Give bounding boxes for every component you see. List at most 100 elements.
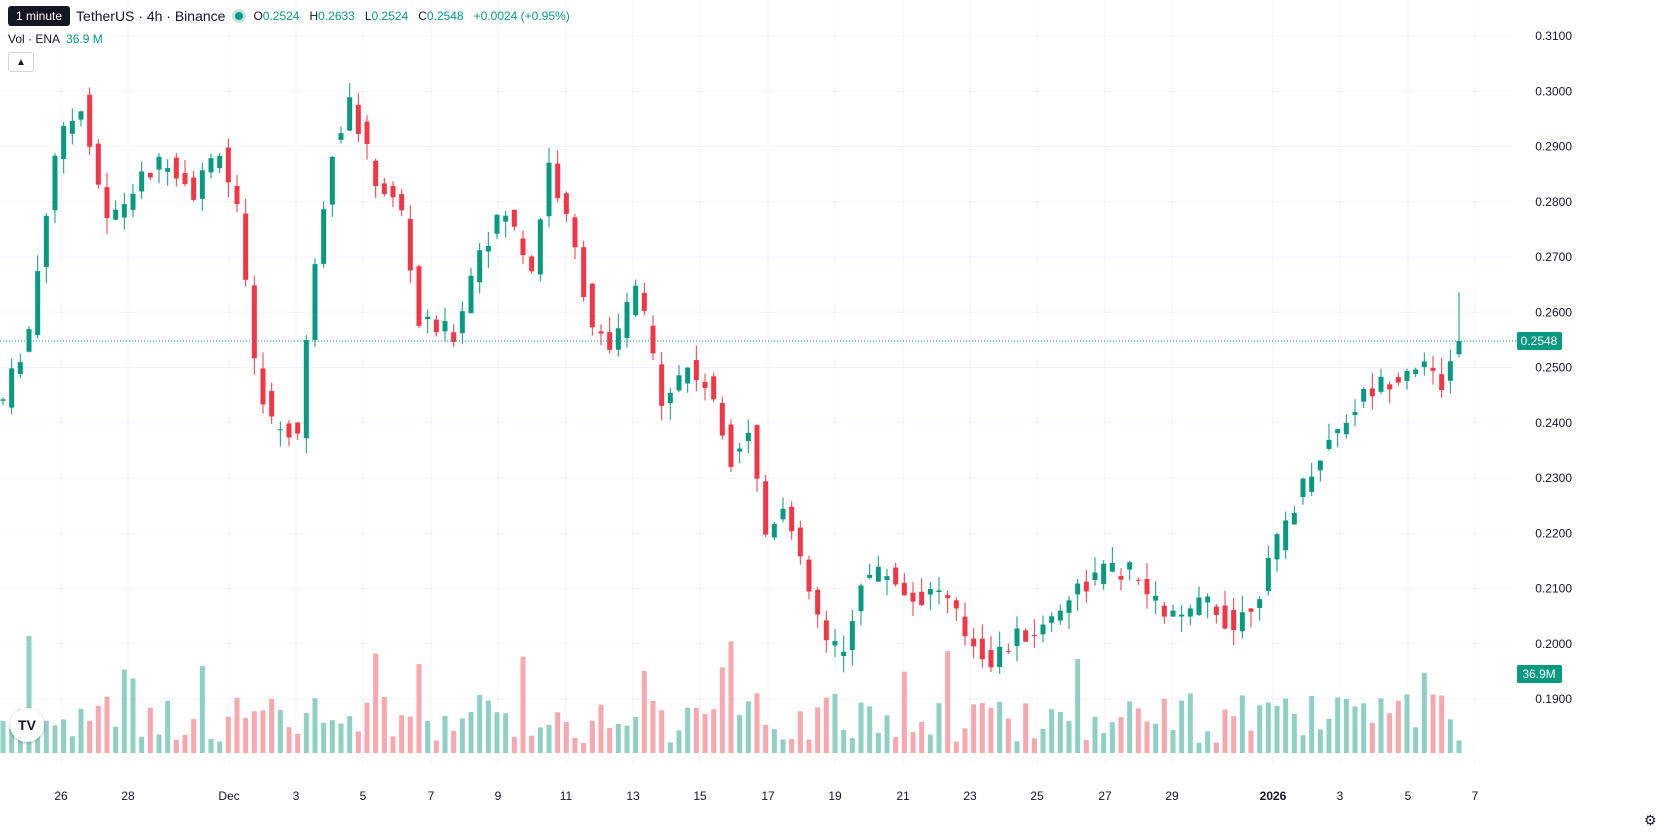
tradingview-logo-icon[interactable]: TV xyxy=(10,708,44,742)
candle-body xyxy=(1265,557,1271,591)
candle-body xyxy=(1083,581,1089,592)
y-tick-label: 0.2300 xyxy=(1535,471,1572,485)
candle-body xyxy=(789,506,795,532)
volume-bar xyxy=(615,723,621,753)
candle-body xyxy=(1075,583,1081,595)
volume-bar xyxy=(139,736,145,753)
candle-body xyxy=(269,390,275,417)
candle-body xyxy=(511,209,517,227)
candle-body xyxy=(1421,361,1427,368)
volume-bar xyxy=(858,702,864,753)
candle-body xyxy=(477,250,483,283)
candle-body xyxy=(69,121,75,134)
candle-body xyxy=(87,94,93,147)
volume-bar xyxy=(641,670,647,753)
high-label: H xyxy=(309,9,319,23)
candle-body xyxy=(355,104,361,135)
volume-bar xyxy=(511,736,517,753)
chevron-up-icon[interactable]: ▲ xyxy=(8,52,34,72)
candle-body xyxy=(1187,608,1193,617)
candle-body xyxy=(633,285,639,316)
x-tick-label: 26 xyxy=(54,789,68,803)
candle-body xyxy=(745,432,751,442)
volume-bar xyxy=(546,725,552,753)
candle-body xyxy=(919,591,925,606)
candle-body xyxy=(1023,630,1029,642)
volume-bar xyxy=(1421,672,1427,753)
volume-bar xyxy=(815,707,821,753)
candle-body xyxy=(555,163,561,199)
candle-body xyxy=(719,403,725,436)
last-volume-label: 36.9M xyxy=(1522,667,1555,681)
volume-bar xyxy=(945,651,951,753)
volume-bar xyxy=(650,700,656,753)
candle-body xyxy=(1404,371,1410,381)
y-tick-label: 0.2600 xyxy=(1535,305,1572,319)
candle-body xyxy=(442,321,448,332)
candle-body xyxy=(1447,361,1453,381)
candle-body xyxy=(529,256,535,272)
candle-body xyxy=(373,160,379,187)
candle-body xyxy=(295,422,301,434)
candle-body xyxy=(667,392,673,404)
volume-bar xyxy=(598,704,604,753)
volume-bar xyxy=(416,664,422,753)
volume-bar xyxy=(754,693,760,753)
volume-bar xyxy=(711,709,717,753)
x-tick-label: 3 xyxy=(1337,789,1344,803)
volume-bar xyxy=(1387,713,1393,753)
volume-bar xyxy=(555,712,561,753)
candle-body xyxy=(1144,579,1150,595)
volume-bar xyxy=(1309,695,1315,753)
low-number: 0.2524 xyxy=(371,9,409,23)
volume-bar xyxy=(962,728,968,753)
candle-body xyxy=(1369,388,1375,397)
volume-bar xyxy=(893,737,899,753)
candle-body xyxy=(113,209,119,220)
volume-bar xyxy=(789,739,795,753)
candle-body xyxy=(945,595,951,599)
volume-bar xyxy=(399,715,405,753)
x-tick-label: 3 xyxy=(293,789,300,803)
symbol-title[interactable]: TetherUS · 4h · Binance xyxy=(76,8,226,24)
x-tick-label: 15 xyxy=(693,789,707,803)
candle-body xyxy=(1066,600,1072,613)
volume-bar xyxy=(1014,741,1020,753)
candle-body xyxy=(1057,610,1063,621)
candle-body xyxy=(641,292,647,311)
candle-body xyxy=(659,364,665,406)
volume-bar xyxy=(69,736,75,753)
volume-bar xyxy=(381,696,387,753)
candle-body xyxy=(78,111,84,120)
close-number: 0.2548 xyxy=(426,9,464,23)
volume-bar xyxy=(173,739,179,753)
candle-body xyxy=(43,215,49,268)
volume-bar xyxy=(1231,716,1237,753)
x-tick-label: 29 xyxy=(1165,789,1179,803)
volume-bar xyxy=(217,741,223,753)
candle-body xyxy=(598,331,604,334)
volume-bar xyxy=(997,701,1003,753)
candle-body xyxy=(520,238,526,256)
candle-body xyxy=(156,156,162,170)
volume-bar xyxy=(113,726,119,753)
volume-bar xyxy=(87,721,93,753)
volume-bar xyxy=(693,707,699,753)
volume-bar xyxy=(199,666,205,753)
y-tick-label: 0.3100 xyxy=(1535,29,1572,43)
gear-icon[interactable]: ⚙ xyxy=(1644,812,1657,828)
x-tick-label: 13 xyxy=(626,789,640,803)
volume-bar xyxy=(1187,693,1193,753)
candle-body xyxy=(95,143,101,185)
candle-body xyxy=(728,424,734,467)
candle-body xyxy=(815,589,821,615)
volume-bar xyxy=(130,678,136,753)
candle-body xyxy=(1092,572,1098,580)
last-volume-badge xyxy=(1517,665,1562,683)
candle-body xyxy=(1239,612,1245,632)
volume-bar xyxy=(563,722,569,753)
volume-bar xyxy=(321,722,327,753)
candle-body xyxy=(1395,377,1401,383)
candle-body xyxy=(841,651,847,656)
